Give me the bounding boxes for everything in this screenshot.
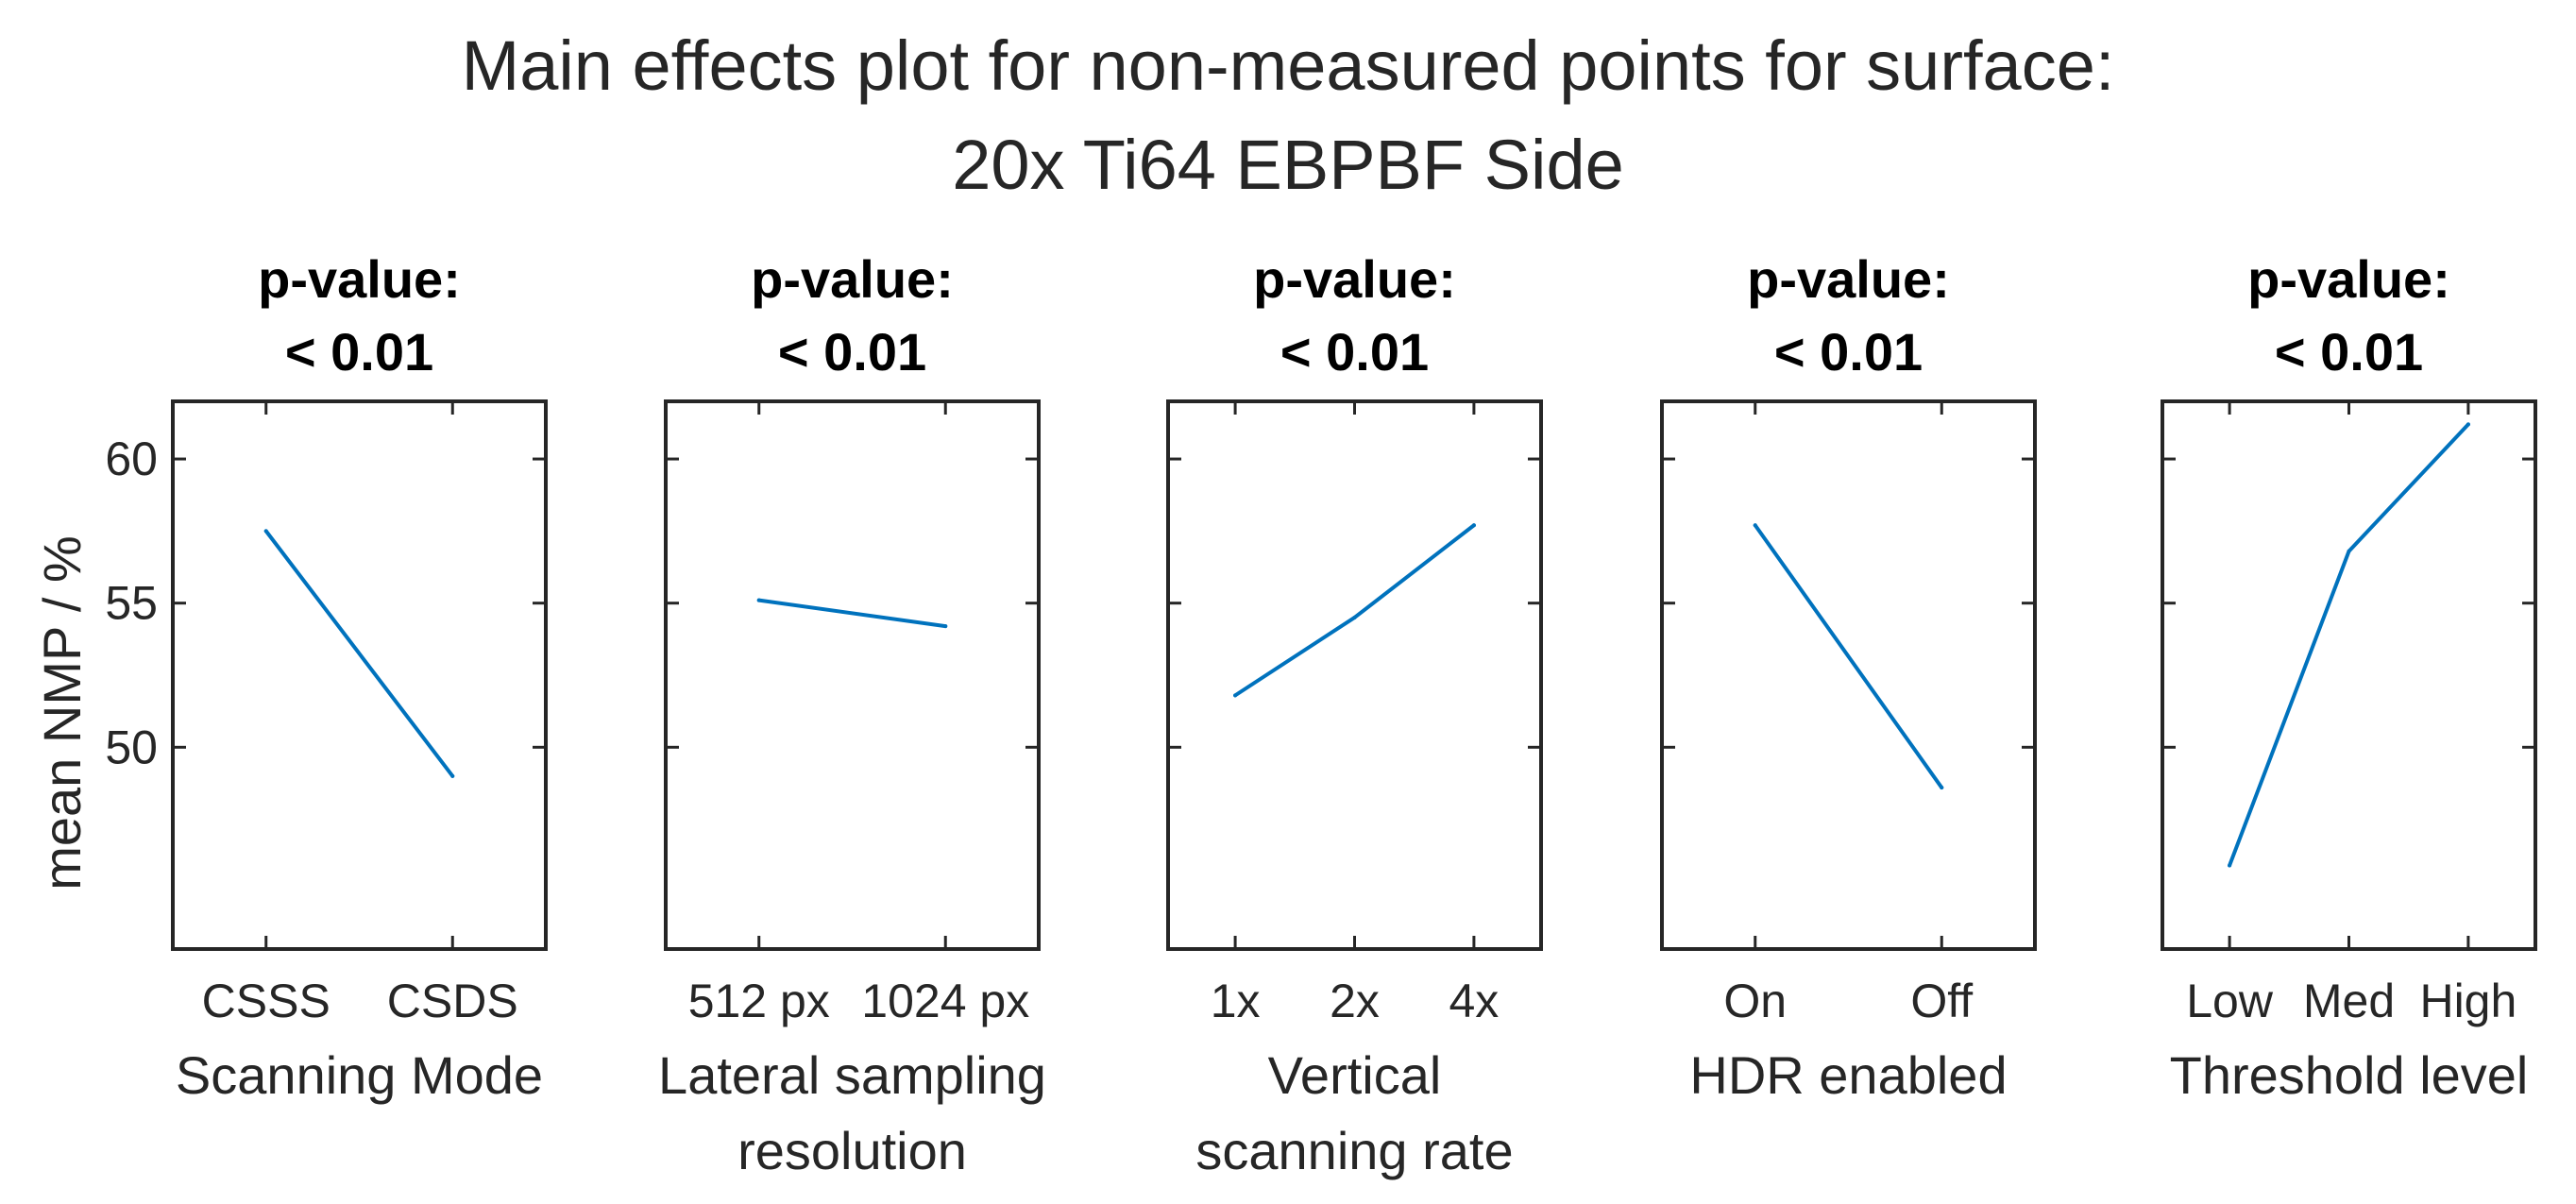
x-axis-label: scanning rate <box>1195 1121 1513 1180</box>
axes-box <box>1660 399 2037 951</box>
y-tick-label: 50 <box>105 721 158 773</box>
x-tick-label: 4x <box>1449 975 1499 1027</box>
y-tick-label: 60 <box>105 432 158 485</box>
axes-box <box>2161 399 2537 951</box>
panel-p-label: p-value: <box>2247 249 2450 309</box>
data-point <box>943 624 948 629</box>
chart-title-line-1: Main effects plot for non-measured point… <box>462 26 2115 105</box>
x-axis-label: HDR enabled <box>1689 1045 2007 1105</box>
x-tick-label: CSSS <box>202 975 330 1027</box>
panel-p-value: < 0.01 <box>778 322 926 382</box>
panel-p-label: p-value: <box>1253 249 1456 309</box>
panel-2: p-value: < 0.01 512 px 1024 px Lateral sampl… <box>658 249 1046 1180</box>
chart-title-line-2: 20x Ti64 EBPBF Side <box>952 126 1624 204</box>
x-axis-label: Scanning Mode <box>176 1045 543 1105</box>
x-tick-label: 1024 px <box>861 975 1029 1027</box>
x-axis-label: resolution <box>737 1121 967 1180</box>
series-line <box>2228 422 2470 868</box>
x-tick-label: On <box>1723 975 1787 1027</box>
x-axis-label: Threshold level <box>2170 1045 2529 1105</box>
panels-group: p-value: < 0.01 50 55 60 CSSS CSDS Scanning Mod… <box>105 249 2537 1180</box>
panel-5: p-value: < 0.01 Low Med High Threshold level <box>2161 249 2537 1105</box>
panel-p-value: < 0.01 <box>1774 322 1923 382</box>
y-axis-label: mean NMP / % <box>32 535 92 890</box>
data-point <box>1753 523 1757 528</box>
x-tick-label: 1x <box>1211 975 1261 1027</box>
data-point <box>756 598 761 602</box>
axes-box <box>664 399 1041 951</box>
x-axis-label: Vertical <box>1268 1045 1442 1105</box>
series-line <box>263 529 455 778</box>
data-point <box>450 773 455 778</box>
series-line <box>1753 523 1944 790</box>
data-point <box>1352 615 1357 619</box>
data-point <box>2347 549 2351 553</box>
x-axis-label: Lateral sampling <box>658 1045 1046 1105</box>
data-point <box>1471 523 1476 528</box>
panel-p-value: < 0.01 <box>2275 322 2423 382</box>
series-line <box>756 598 948 629</box>
x-tick-label: High <box>2419 975 2517 1027</box>
panel-p-label: p-value: <box>751 249 954 309</box>
panel-1: p-value: < 0.01 50 55 60 CSSS CSDS Scanning Mod… <box>105 249 548 1105</box>
panel-p-label: p-value: <box>258 249 461 309</box>
x-tick-label: 512 px <box>688 975 830 1027</box>
panel-4: p-value: < 0.01 On Off HDR enabled <box>1660 249 2037 1105</box>
x-tick-label: CSDS <box>387 975 518 1027</box>
x-tick-label: Med <box>2303 975 2395 1027</box>
x-tick-label: Low <box>2186 975 2274 1027</box>
panel-p-value: < 0.01 <box>285 322 433 382</box>
axes-box <box>171 399 548 951</box>
data-point <box>1233 693 1238 698</box>
series-line <box>1233 523 1476 698</box>
panel-p-label: p-value: <box>1747 249 1950 309</box>
data-point <box>263 529 268 534</box>
axes-box <box>1166 399 1543 951</box>
data-point <box>2466 422 2470 427</box>
data-point <box>1940 786 1944 790</box>
x-tick-label: Off <box>1910 975 1973 1027</box>
x-tick-label: 2x <box>1330 975 1380 1027</box>
y-tick-label: 55 <box>105 577 158 630</box>
panel-p-value: < 0.01 <box>1280 322 1429 382</box>
data-point <box>2228 863 2232 868</box>
